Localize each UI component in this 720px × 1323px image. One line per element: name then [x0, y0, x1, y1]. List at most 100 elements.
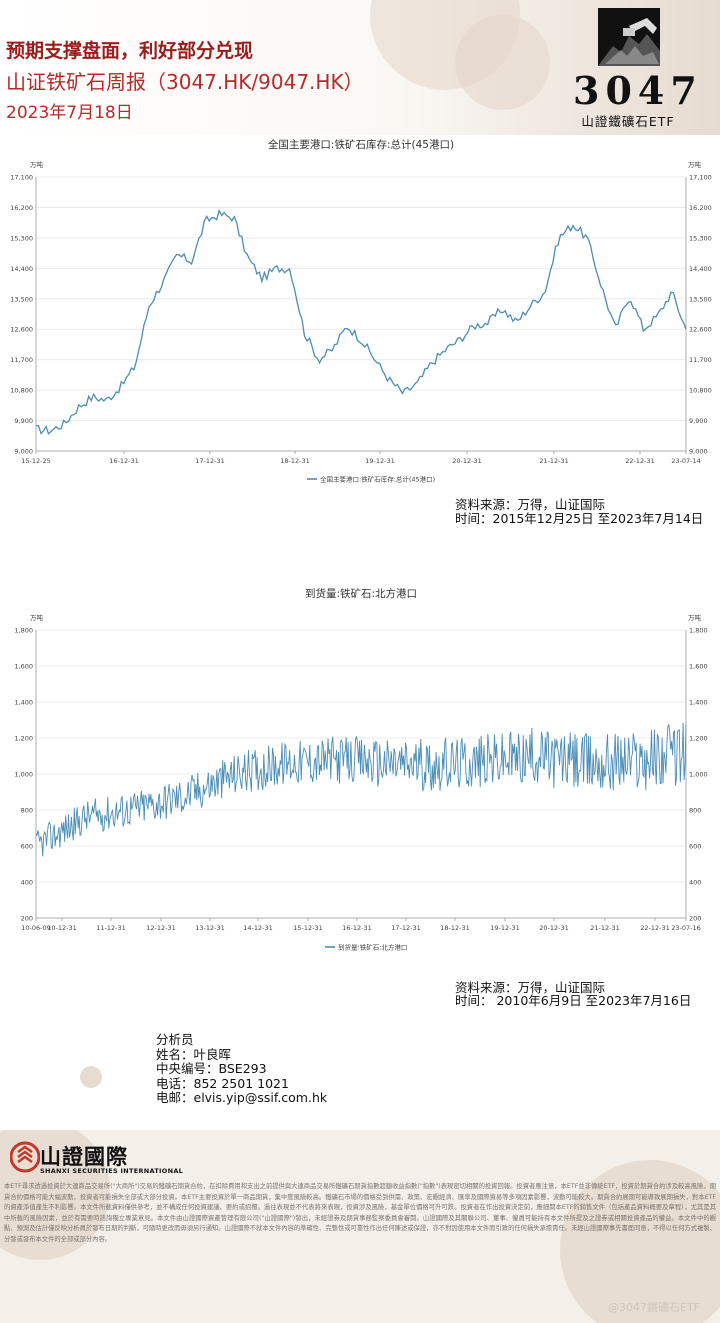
x-tick-label: 15-12-25	[21, 457, 51, 465]
chart1-source: 资料来源：万得，山证国际	[455, 497, 606, 512]
y-tick-label-left: 400	[21, 879, 33, 887]
x-tick-label: 10-12-31	[47, 924, 77, 932]
y-tick-label-left: 800	[21, 807, 33, 815]
series-line	[36, 208, 687, 435]
y-tick-label-right: 1,800	[689, 627, 708, 635]
report-subtitle: 山证铁矿石周报（3047.HK/9047.HK）	[6, 70, 364, 94]
shanxi-logo-icon	[10, 1141, 40, 1173]
y-tick-label-right: 1,200	[689, 735, 708, 743]
y-tick-label-left: 1,600	[14, 663, 33, 671]
y-tick-label-left: 17,100	[10, 174, 33, 182]
watermark: @3047鐵礦石ETF	[608, 1301, 700, 1314]
x-tick-label: 21-12-31	[539, 457, 569, 465]
chart-northern-arrivals: 到货量:铁矿石:北方港口 万吨 万吨 200 200 400 400 600 600 800 800…	[0, 580, 720, 1020]
x-tick-label: 12-12-31	[146, 924, 176, 932]
etf-logo: 3047 山證鐵礦石ETF	[563, 6, 703, 130]
y-tick-label-right: 14,400	[689, 265, 712, 273]
y-tick-label-right: 13,500	[689, 295, 712, 303]
y-tick-label-left: 1,000	[14, 771, 33, 779]
y-tick-label-left: 12,600	[10, 326, 33, 334]
y-tick-label-right: 17,100	[689, 174, 712, 182]
x-tick-label: 15-12-31	[293, 924, 323, 932]
series-line	[35, 722, 687, 857]
x-tick-label: 17-12-31	[391, 924, 421, 932]
legend-label: 全国主要港口:铁矿石库存:总计(45港口)	[320, 475, 435, 484]
y-tick-label-right: 15,300	[689, 234, 712, 242]
x-tick-label: 22-12-31	[625, 457, 655, 465]
analyst-id: 中央编号：BSE293	[156, 1061, 267, 1076]
y-tick-label-right: 9,900	[689, 417, 708, 425]
analyst-email[interactable]: 电邮：elvis.yip@ssif.com.hk	[156, 1090, 328, 1105]
y-tick-label-right: 1,600	[689, 663, 708, 671]
legend-label: 到货量:铁矿石:北方港口	[338, 943, 407, 952]
footer-decoration	[560, 1160, 720, 1323]
report-headline: 预期支撑盘面，利好部分兑现	[6, 40, 254, 62]
chart-title: 到货量:铁矿石:北方港口	[305, 587, 417, 600]
unit-label-right: 万吨	[688, 613, 702, 622]
x-tick-label: 11-12-31	[96, 924, 126, 932]
y-tick-label-right: 400	[689, 879, 701, 887]
y-tick-label-left: 14,400	[10, 265, 33, 273]
x-tick-label: 17-12-31	[195, 457, 225, 465]
y-tick-label-left: 1,800	[14, 627, 33, 635]
y-tick-label-left: 200	[21, 915, 33, 923]
y-tick-label-right: 9,000	[689, 448, 708, 456]
y-tick-label-right: 12,600	[689, 326, 712, 334]
x-tick-label: 18-12-31	[280, 457, 310, 465]
x-tick-label: 16-12-31	[109, 457, 139, 465]
unit-label-right: 万吨	[688, 160, 702, 169]
chart2-source: 资料来源：万得，山证国际	[455, 980, 606, 995]
x-tick-label: 16-12-31	[342, 924, 372, 932]
y-tick-label-right: 800	[689, 807, 701, 815]
unit-label-left: 万吨	[30, 613, 44, 622]
analyst-name: 姓名：叶良晖	[156, 1046, 232, 1062]
x-tick-label: 19-12-31	[365, 457, 395, 465]
chart-port-inventory: 全国主要港口:铁矿石库存:总计(45港口) 万吨 万吨 9,000 9,000 9,900…	[0, 135, 720, 530]
y-tick-label-left: 13,500	[10, 295, 33, 303]
footer	[0, 1130, 720, 1323]
analyst-info: 分析员 姓名：叶良晖 中央编号：BSE293 电话：852 2501 1021 …	[156, 1032, 328, 1106]
y-tick-label-left: 15,300	[10, 234, 33, 242]
y-tick-label-right: 11,700	[689, 356, 712, 364]
chart1-period: 时间：2015年12月25日 至2023年7月14日	[455, 511, 704, 526]
x-tick-label: 14-12-31	[243, 924, 273, 932]
brand-name-en: SHANXI SECURITIES INTERNATIONAL	[40, 1167, 184, 1175]
y-tick-label-left: 9,000	[14, 448, 33, 456]
y-tick-label-left: 9,900	[14, 417, 33, 425]
inventory-line-chart: 全国主要港口:铁矿石库存:总计(45港口) 万吨 万吨 9,000 9,000 9,900…	[10, 138, 712, 484]
y-tick-label-left: 10,800	[10, 387, 33, 395]
x-tick-label: 19-12-31	[490, 924, 520, 932]
analyst-phone: 电话：852 2501 1021	[156, 1075, 289, 1091]
x-tick-label: 13-12-31	[195, 924, 225, 932]
brand-name-cn: 山證國際	[40, 1145, 128, 1169]
x-tick-label: 21-12-31	[590, 924, 620, 932]
y-tick-label-right: 600	[689, 843, 701, 851]
logo-code: 3047	[573, 68, 703, 113]
unit-label-left: 万吨	[30, 160, 44, 169]
y-tick-label-left: 11,700	[10, 356, 33, 364]
x-tick-label: 18-12-31	[440, 924, 470, 932]
chart-title: 全国主要港口:铁矿石库存:总计(45港口)	[268, 138, 454, 151]
y-tick-label-left: 1,200	[14, 735, 33, 743]
logo-name: 山證鐵礦石ETF	[581, 114, 675, 129]
decoration-dot	[80, 1066, 102, 1088]
y-tick-label-right: 1,000	[689, 771, 708, 779]
x-tick-label: 23-07-14	[671, 457, 701, 465]
y-tick-label-right: 1,400	[689, 699, 708, 707]
header-decoration	[455, 15, 550, 110]
x-tick-label: 22-12-31	[640, 924, 670, 932]
x-tick-label: 10-06-09	[21, 924, 51, 932]
x-tick-label: 20-12-31	[452, 457, 482, 465]
x-tick-label: 20-12-31	[539, 924, 569, 932]
y-tick-label-right: 200	[689, 915, 701, 923]
y-tick-label-right: 16,200	[689, 204, 712, 212]
y-tick-label-right: 10,800	[689, 387, 712, 395]
y-tick-label-left: 1,400	[14, 699, 33, 707]
chart2-period: 时间： 2010年6月9日 至2023年7月16日	[455, 993, 692, 1008]
analyst-heading: 分析员	[156, 1032, 194, 1047]
excavator-icon	[598, 8, 660, 66]
y-tick-label-left: 600	[21, 843, 33, 851]
legal-disclaimer: 本ETF尋求透過投資於大連商品交易所("大商所")交易的鐵礦石期貨合約，在扣除費…	[4, 1183, 716, 1243]
y-tick-label-left: 16,200	[10, 204, 33, 212]
